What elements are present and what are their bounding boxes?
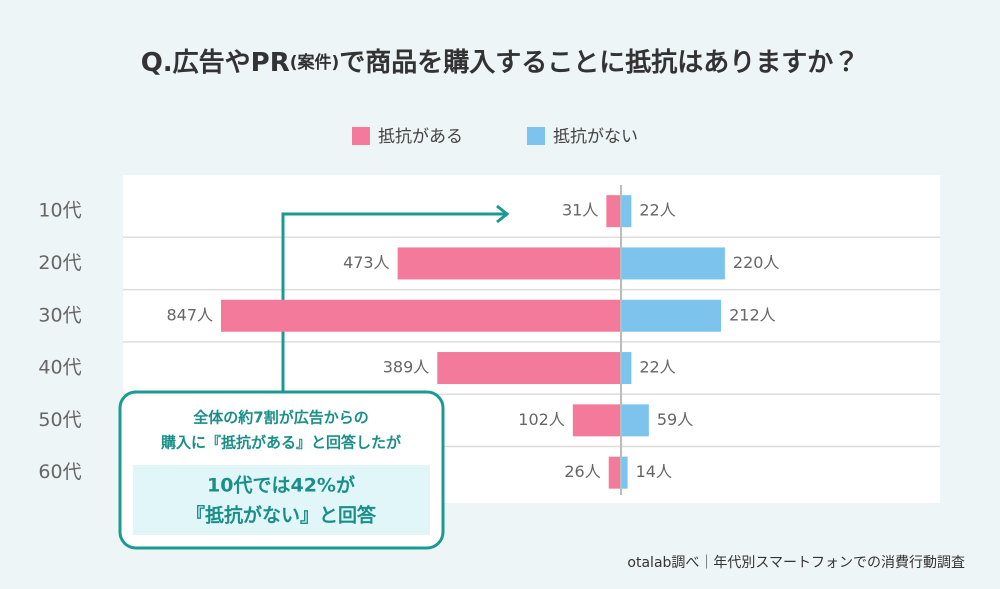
arrow-head [496,204,510,224]
value-label: 389人 [383,358,430,377]
bar [621,404,649,437]
category-label: 10代 [38,200,81,222]
bar [608,456,621,489]
title-part: で商品を購入することに抵抗はありますか？ [339,47,859,78]
legend-swatch [527,127,545,145]
bar [621,299,722,332]
bar [397,247,621,280]
annotation-box: 全体の約7割が広告からの 購入に『抵抗がある』と回答したが 10代では42%が … [118,390,445,550]
title-part: Q.広告やPR [141,48,290,78]
bar [621,247,725,280]
value-label: 22人 [639,201,675,220]
value-label: 220人 [733,253,780,272]
value-label: 847人 [166,305,213,324]
source: otalab調べ｜年代別スマートフォンでの消費行動調査 [627,555,965,571]
value-label: 31人 [562,201,598,220]
bar [621,456,628,489]
annotation-highlight-bg [133,465,430,535]
value-label: 59人 [657,410,693,429]
title-part: (案件) [290,52,340,73]
category-label: 40代 [38,357,81,379]
value-label: 212人 [729,305,776,324]
legend-label: 抵抗がある [378,127,463,147]
category-label: 20代 [38,252,81,274]
bar [221,299,621,332]
annotation-arrow [281,204,510,395]
value-label: 26人 [564,462,600,481]
arrow-line [281,212,505,395]
annotation-highlight: 10代では42%が [207,474,355,497]
category-label: 50代 [38,409,81,431]
value-label: 473人 [343,253,390,272]
value-label: 22人 [639,358,675,377]
legend-label: 抵抗がない [553,127,638,147]
chart-title: Q.広告やPR(案件)で商品を購入することに抵抗はありますか？ [141,47,860,78]
category-label: 60代 [38,461,81,483]
category-label: 30代 [38,304,81,326]
legend-swatch [352,127,370,145]
bar [437,352,621,385]
annotation-text: 全体の約7割が広告からの [193,409,368,427]
annotation-highlight: 『抵抗がない』と回答 [186,504,377,527]
bar [621,352,632,385]
value-label: 102人 [518,410,565,429]
value-label: 14人 [636,462,672,481]
bar [606,195,621,228]
bar [621,195,632,228]
annotation-text: 購入に『抵抗がある』と回答したが [160,434,402,452]
bar [572,404,621,437]
